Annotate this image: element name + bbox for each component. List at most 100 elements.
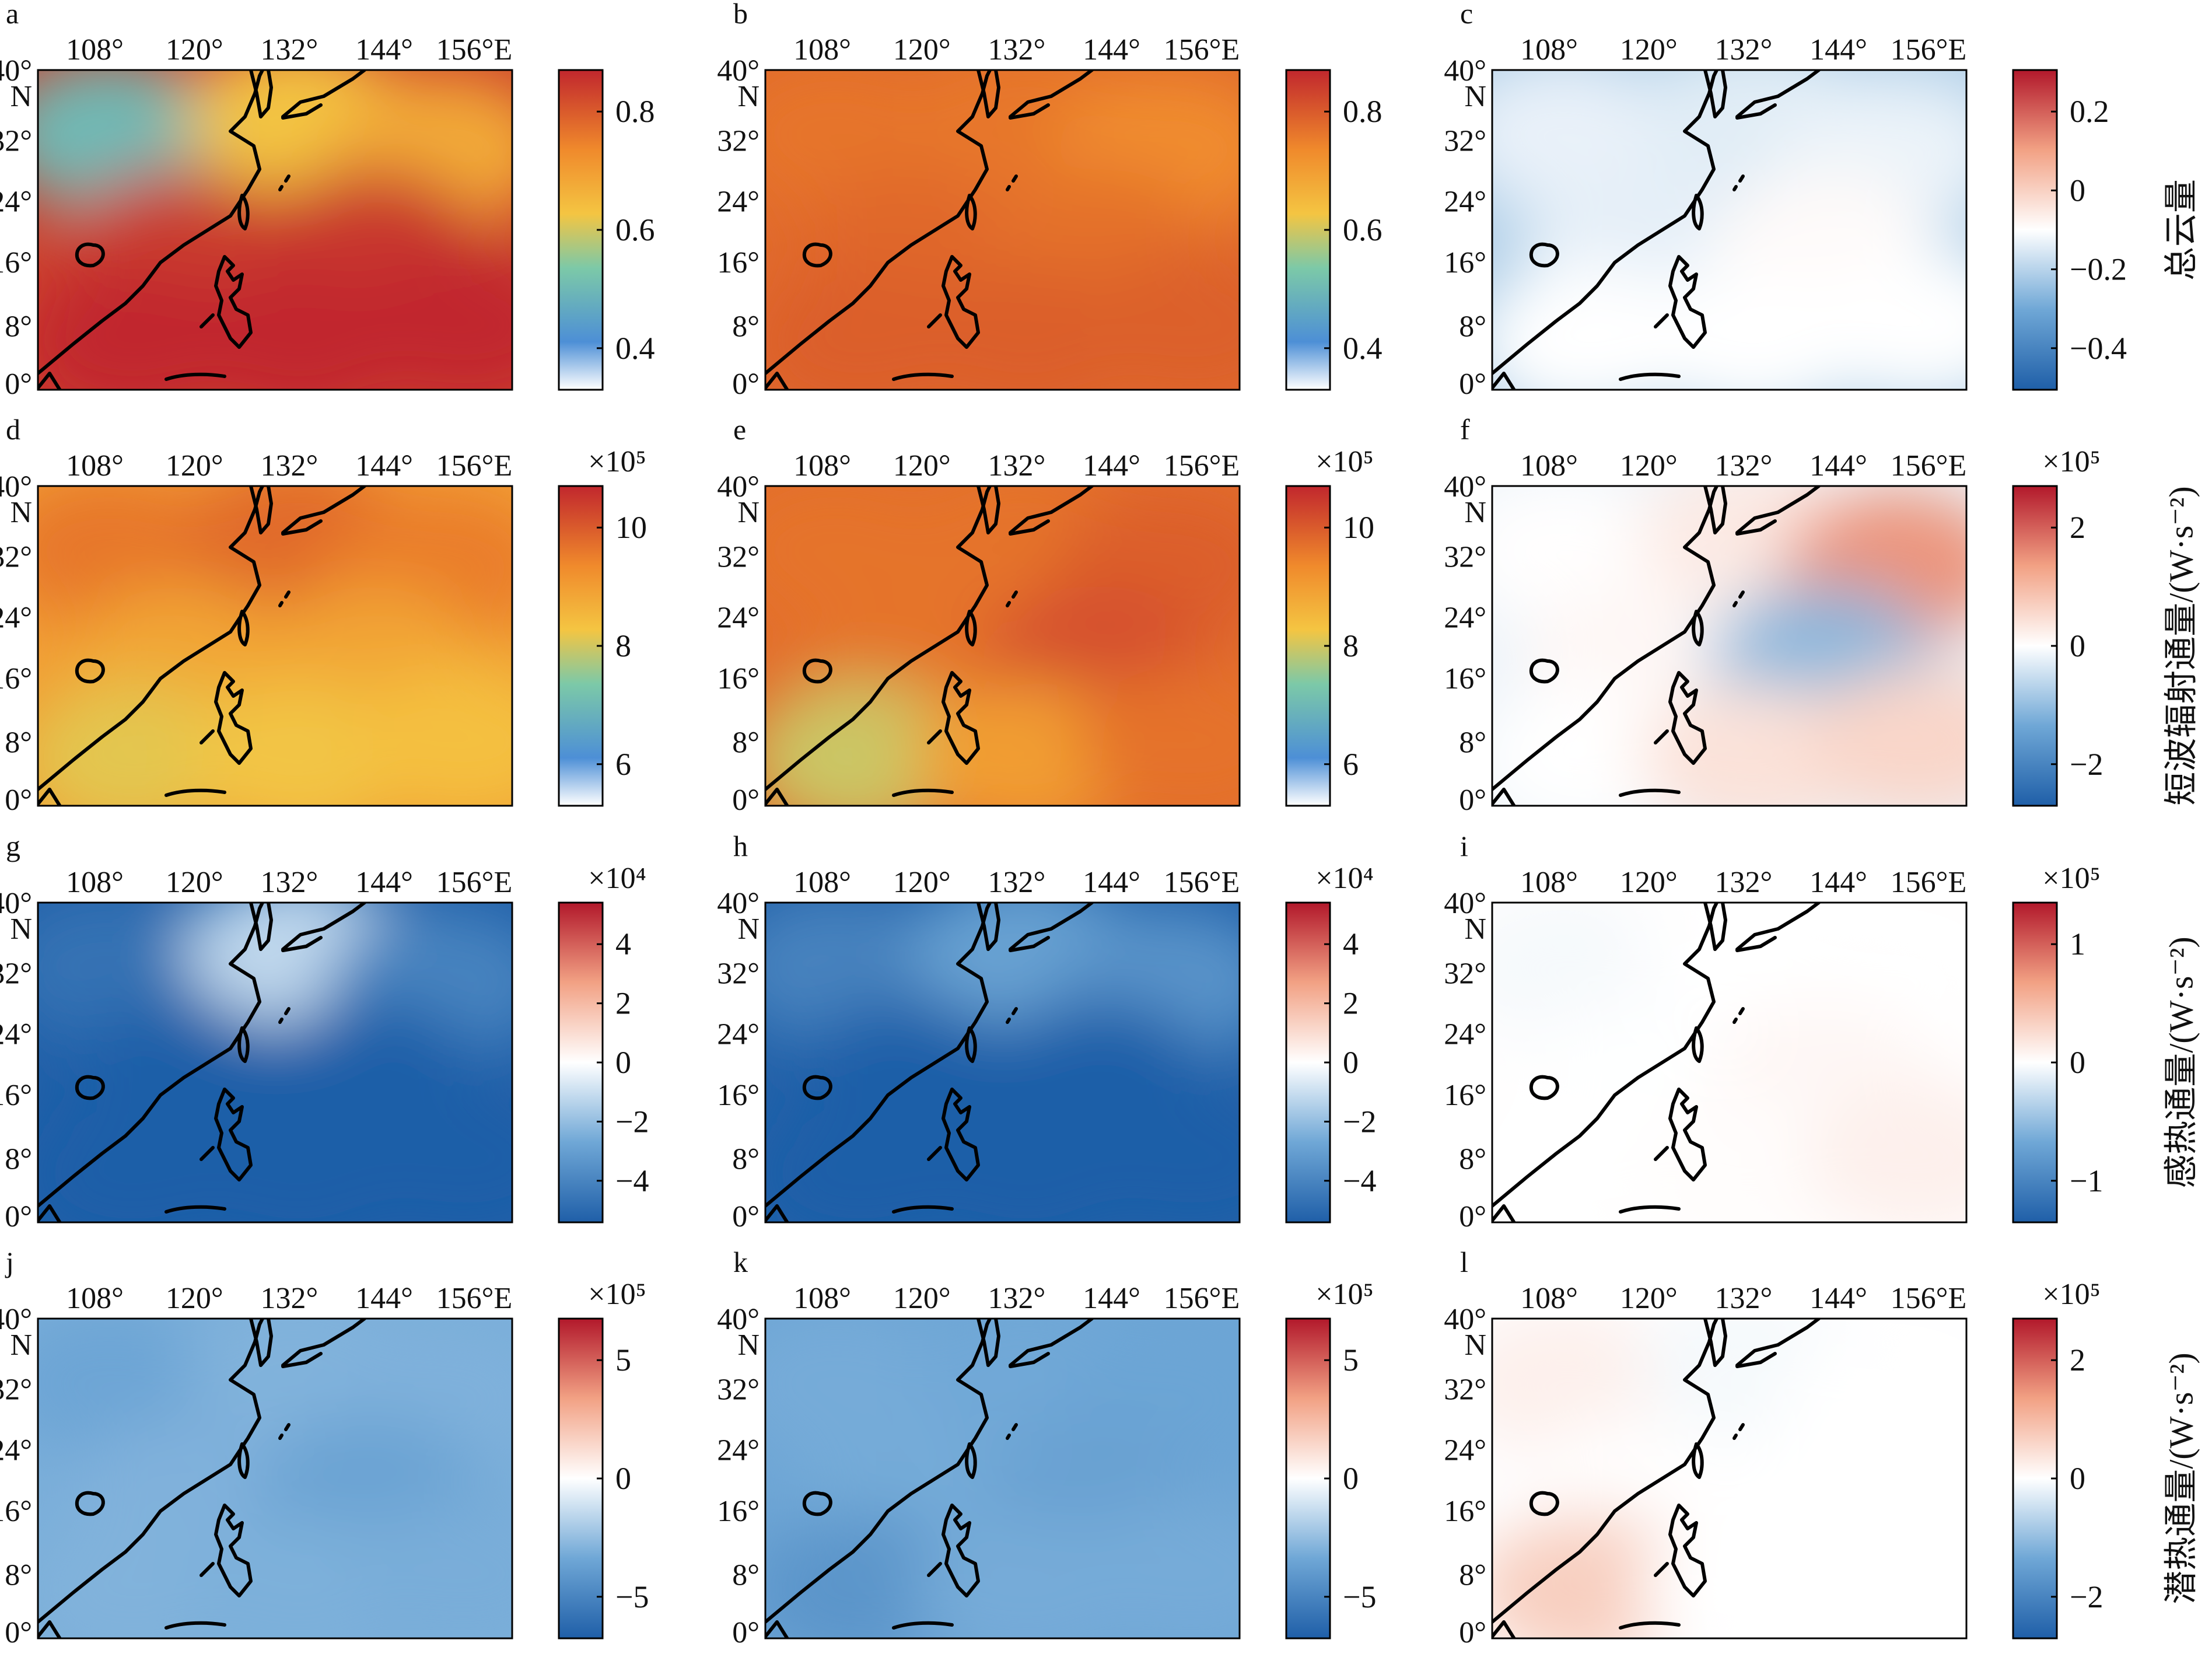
lon-tick-label: 120° [1620,33,1678,67]
lat-tick-label: 0° [732,1200,760,1233]
heatmap [1492,70,1966,390]
heatmap-cell [185,681,413,806]
colorbar-tick-label: 10 [1343,510,1374,545]
lon-tick-label: 108° [1520,449,1578,483]
lon-tick-label: 156°E [1891,866,1967,899]
colorbar-exponent: ×10⁵ [588,1278,646,1311]
panel-letter: d [6,413,20,446]
panel-c: c 108° 120° 132° 144° 156°E 40°N 32° 24° 16° 8° 0° 0… [1444,0,2127,401]
colorbar [1285,485,1331,807]
heatmap-cell [185,265,413,390]
panel-letter: a [6,0,19,30]
colorbar-tick-label: 0 [2070,173,2085,208]
lon-tick-label: 156°E [436,33,513,67]
colorbar-tick-label: 0 [2070,1045,2085,1080]
colorbar-tick-label: 10 [615,510,647,545]
map-frame [37,485,513,807]
colorbar-tick-label: −5 [1343,1579,1376,1614]
heatmap-cell [1805,249,1966,390]
heatmap-cell [351,1081,512,1222]
row-label: 感热通量/(W·s⁻²) [2162,936,2200,1188]
panel-letter: j [5,1246,14,1278]
panel-letter: c [1460,0,1473,30]
colorbar-tick-label: 0 [615,1045,631,1080]
colorbar-tick-label: 2 [2070,510,2085,545]
lat-tick-label: 24° [717,602,760,635]
lat-tick-label: 8° [732,726,760,759]
panel-letter: f [1460,413,1470,446]
map-frame [764,901,1241,1223]
lat-tick-label: 40° [717,54,760,88]
lon-tick-label: 144° [1810,1282,1867,1315]
heatmap-cell [1078,665,1240,806]
colorbar-tick-label: 5 [1343,1343,1359,1378]
panel-g: g 108° 120° 132° 144° 156°E 40°N 32° 24° 16° 8° 0° 4… [0,830,649,1233]
colorbar-tick-label: 5 [615,1343,631,1378]
lat-tick-label: 16° [0,662,32,695]
heatmap-field [38,1319,512,1638]
lon-tick-label: 144° [355,33,413,67]
colorbar [1285,1317,1331,1639]
lat-tick-label: 16° [1444,662,1486,695]
lat-tick-label: 16° [1444,1495,1486,1528]
lat-tick-label: 24° [1444,1018,1486,1051]
colorbar [1285,901,1331,1223]
lat-tick-label: 8° [5,1142,32,1176]
colorbar-tick-label: 0.8 [615,94,655,129]
lon-tick-label: 108° [66,1282,124,1315]
lat-tick-label: N [737,1329,760,1362]
heatmap-field [38,903,512,1222]
colorbar [2012,69,2058,391]
lon-tick-label: 144° [355,866,413,899]
heatmap [38,1319,512,1638]
colorbar-tick-label: 8 [1343,628,1359,663]
colorbar-tick-label: 0 [2070,1461,2085,1496]
colorbar-tick-label: 0 [1343,1045,1359,1080]
colorbar-tick-label: 2 [615,986,631,1021]
heatmap [1492,1319,1966,1638]
map-frame [37,69,513,391]
heatmap-cell [185,1097,413,1222]
colorbar [558,69,604,391]
lat-tick-label: 24° [0,1018,32,1051]
lon-tick-label: 156°E [1164,1282,1240,1315]
lat-tick-label: 8° [1459,726,1486,759]
panel-i: i 108° 120° 132° 144° 156°E 40°N 32° 24° 16° 8° 0° 1… [1444,830,2103,1233]
lon-tick-label: 144° [1083,1282,1140,1315]
colorbar-tick-label: 6 [1343,747,1359,782]
lat-tick-label: 40° [0,1303,32,1336]
lat-tick-label: 16° [1444,246,1486,279]
heatmap-cell [1078,1497,1240,1638]
lat-tick-label: 0° [5,1200,32,1233]
lat-tick-label: 24° [717,1018,760,1051]
colorbar-tick-label: −2 [2070,1579,2103,1614]
lat-tick-label: 0° [5,1616,32,1649]
panel-k: k 108° 120° 132° 144° 156°E 40°N 32° 24° 16° 8° 0° 5… [717,1246,1376,1649]
lat-tick-label: 40° [0,54,32,88]
lon-tick-label: 120° [1620,449,1678,483]
colorbar-tick-label: −2 [1343,1104,1376,1139]
lon-tick-label: 108° [66,449,124,483]
lon-tick-label: 108° [793,1282,851,1315]
lat-tick-label: 24° [0,1434,32,1467]
lat-tick-label: 24° [717,1434,760,1467]
row-label: 总云量 [2162,179,2200,281]
lat-tick-label: 16° [717,246,760,279]
lat-tick-label: 24° [1444,602,1486,635]
heatmap-cell [912,681,1140,806]
colorbar-tick-label: 0.4 [615,331,655,366]
lon-tick-label: 144° [1083,449,1140,483]
lat-tick-label: 16° [717,1079,760,1112]
lat-tick-label: 0° [5,784,32,817]
colorbar-tick-label: −5 [615,1579,649,1614]
lon-tick-label: 108° [793,33,851,67]
lon-tick-label: 156°E [1164,33,1240,67]
lon-tick-label: 132° [260,449,318,483]
lon-tick-label: 156°E [436,449,513,483]
colorbar-tick-label: −4 [1343,1163,1376,1198]
heatmap-cell [1639,1513,1867,1638]
lat-tick-label: N [10,80,32,113]
lat-tick-label: N [10,1329,32,1362]
lon-tick-label: 132° [988,866,1045,899]
heatmap [765,1319,1240,1638]
